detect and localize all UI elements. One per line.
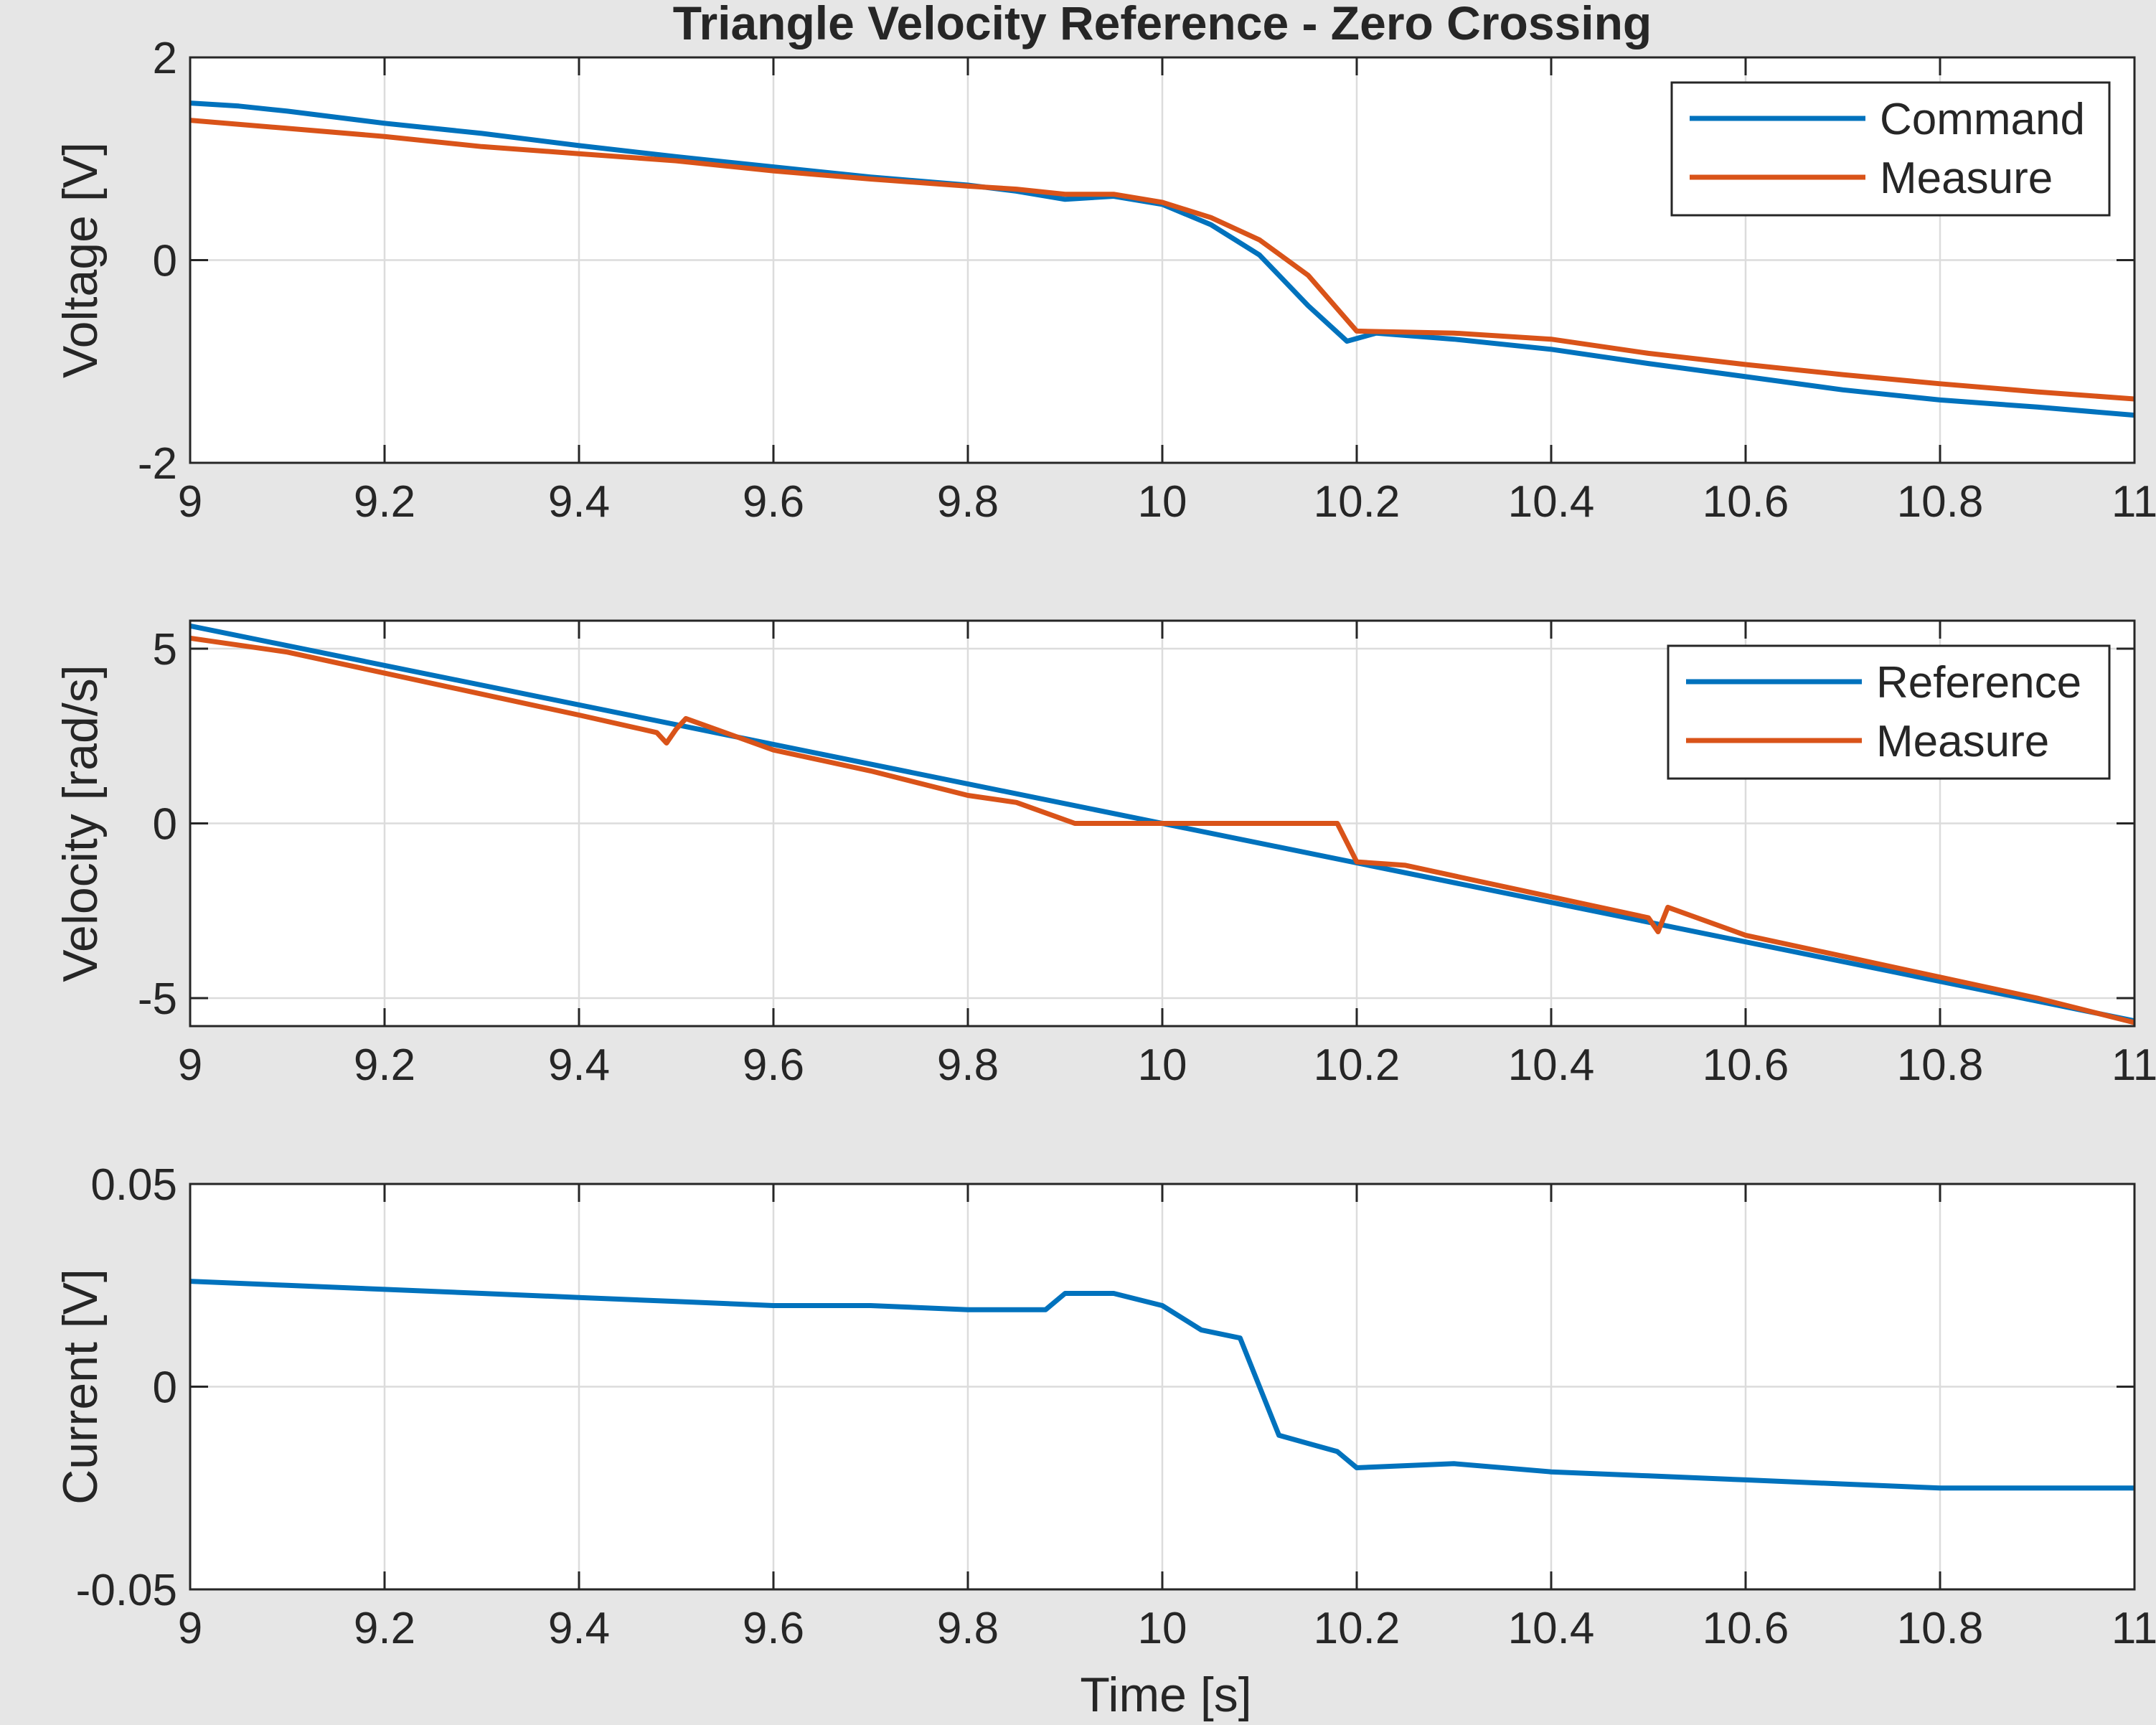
legend-box xyxy=(1667,644,2111,780)
x-tick-label: 10 xyxy=(1138,1040,1187,1090)
y-tick-label: 0 xyxy=(153,800,177,850)
x-tick-label: 10.2 xyxy=(1314,477,1401,527)
series-line-series-1 xyxy=(190,1279,2134,1491)
series-line-measure xyxy=(190,118,2134,402)
legend[interactable]: Command Measure xyxy=(1670,81,2111,217)
x-tick-label: 9 xyxy=(178,1604,202,1653)
x-tick-label: 10.6 xyxy=(1703,477,1789,527)
x-tick-label: 10.8 xyxy=(1897,1604,1984,1653)
axes-1: 9 9.2 9.4 9.6 9.8 10 10.2 10.4 10.6 10.8 11 -2 0 2 Vol… xyxy=(53,34,2156,527)
x-tick-label: 10.4 xyxy=(1508,477,1595,527)
x-tick-label: 9.8 xyxy=(937,477,999,527)
figure-title: Triangle Velocity Reference - Zero Cross… xyxy=(673,0,1652,50)
x-tick-label: 10.2 xyxy=(1314,1604,1401,1653)
axes-layer: 9 9.2 9.4 9.6 9.8 10 10.2 10.4 10.6 10.8 11 -2 0 2 Vol… xyxy=(53,34,2156,1653)
x-tick-label: 11 xyxy=(2112,1040,2156,1090)
y-tick-label: -2 xyxy=(138,439,177,489)
x-tick-label: 10.6 xyxy=(1703,1040,1789,1090)
y-tick-label: -0.05 xyxy=(76,1566,177,1615)
x-tick-label: 10.4 xyxy=(1508,1604,1595,1653)
x-tick-label: 9.4 xyxy=(548,1040,610,1090)
y-tick-label: 0 xyxy=(153,1363,177,1413)
x-tick-label: 9 xyxy=(178,477,202,527)
x-tick-label: 11 xyxy=(2112,477,2156,527)
x-tick-label: 9.4 xyxy=(548,477,610,527)
x-tick-label: 9.6 xyxy=(743,1040,804,1090)
x-tick-label: 9.8 xyxy=(937,1040,999,1090)
legend-label: Reference xyxy=(1876,658,2081,708)
y-tick-label: 0 xyxy=(153,237,177,286)
x-axis-label: Time [s] xyxy=(1080,1668,1251,1722)
axes-2: 9 9.2 9.4 9.6 9.8 10 10.2 10.4 10.6 10.8 11 -5 0 5 Vel… xyxy=(53,619,2156,1090)
x-tick-label: 9.2 xyxy=(354,1040,415,1090)
series-line-measure xyxy=(190,635,2134,1025)
x-tick-label: 10.6 xyxy=(1703,1604,1789,1653)
y-axis-label: Voltage [V] xyxy=(53,142,108,378)
legend[interactable]: Reference Measure xyxy=(1667,644,2111,780)
x-tick-label: 9 xyxy=(178,1040,202,1090)
y-tick-label: -5 xyxy=(138,974,177,1024)
x-tick-label: 9.2 xyxy=(354,477,415,527)
legend-label: Measure xyxy=(1880,154,2053,203)
x-tick-label: 10.2 xyxy=(1314,1040,1401,1090)
legend-box xyxy=(1670,81,2111,217)
y-tick-label: 0.05 xyxy=(90,1160,177,1210)
x-tick-label: 10.4 xyxy=(1508,1040,1595,1090)
x-tick-label: 9.6 xyxy=(743,477,804,527)
x-tick-label: 11 xyxy=(2112,1604,2156,1653)
x-tick-label: 10.8 xyxy=(1897,1040,1984,1090)
x-tick-label: 10.8 xyxy=(1897,477,1984,527)
y-axis-label: Current [V] xyxy=(53,1269,108,1505)
x-tick-label: 9.2 xyxy=(354,1604,415,1653)
x-tick-label: 9.6 xyxy=(743,1604,804,1653)
axes-3: 9 9.2 9.4 9.6 9.8 10 10.2 10.4 10.6 10.8 11 -0.05 0 0… xyxy=(53,1160,2156,1653)
x-tick-label: 10 xyxy=(1138,477,1187,527)
legend-label: Measure xyxy=(1876,717,2049,766)
y-tick-label: 5 xyxy=(153,625,177,675)
y-axis-label: Velocity [rad/s] xyxy=(53,664,108,982)
x-tick-label: 9.4 xyxy=(548,1604,610,1653)
legend-label: Command xyxy=(1880,95,2085,144)
x-tick-label: 9.8 xyxy=(937,1604,999,1653)
x-tick-label: 10 xyxy=(1138,1604,1187,1653)
y-tick-label: 2 xyxy=(153,34,177,83)
